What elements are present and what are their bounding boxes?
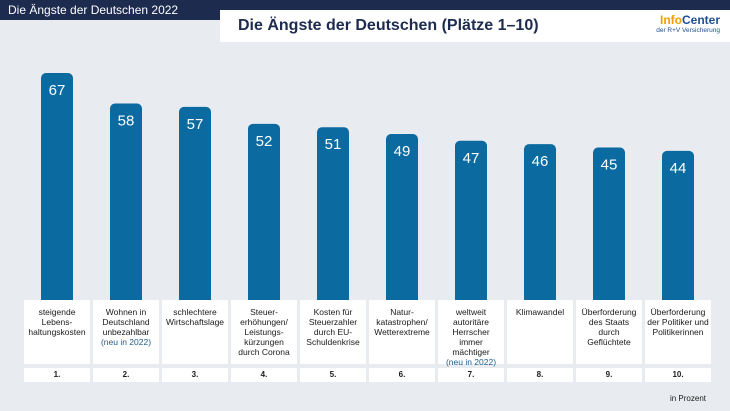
bar-chart: 67 58 57 52 51 49 47 46 45 44 bbox=[41, 73, 694, 300]
bar-2 bbox=[110, 103, 142, 300]
category-label-line: Deutschland bbox=[102, 317, 150, 327]
category-label-line: weltweit bbox=[455, 307, 487, 317]
bar-value-label: 58 bbox=[118, 112, 135, 129]
rank-label: 9. bbox=[576, 368, 642, 382]
category-label-line: Leistungs- bbox=[244, 327, 284, 337]
category-label-line: Wohnen in bbox=[105, 307, 147, 317]
category-label-line: Kosten für bbox=[313, 307, 353, 317]
category-label: Natur-katastrophen/Wetterextreme bbox=[369, 300, 435, 364]
bar-value-label: 52 bbox=[256, 133, 273, 150]
bar-value-label: 45 bbox=[601, 157, 618, 174]
rank-label: 5. bbox=[300, 368, 366, 382]
category-label-line: Politikerinnen bbox=[652, 327, 704, 337]
bar-value-label: 46 bbox=[532, 153, 549, 170]
logo-center-text: Center bbox=[681, 13, 720, 27]
bar-4 bbox=[248, 123, 280, 300]
bar-5 bbox=[317, 127, 349, 300]
bar-value-label: 51 bbox=[325, 136, 342, 153]
category-label-line: Herrscher bbox=[452, 327, 490, 337]
category-label-line: unbezahlbar bbox=[102, 327, 150, 337]
category-label-line: Überforderung bbox=[650, 307, 706, 317]
category-label-line: Geflüchtete bbox=[587, 337, 631, 347]
category-label: schlechtere Wirtschaftslage bbox=[162, 300, 228, 364]
category-label: Überforderung der Politiker und Politikeri… bbox=[645, 300, 711, 364]
bar-value-label: 44 bbox=[670, 160, 687, 177]
bar-1 bbox=[41, 73, 73, 300]
rank-label: 2. bbox=[93, 368, 159, 382]
category-label-line: haltungskosten bbox=[28, 327, 86, 337]
category-label: Steuer-erhöhungen/Leistungs-kürzungen dur… bbox=[231, 300, 297, 364]
rank-label: 4. bbox=[231, 368, 297, 382]
category-label-line: erhöhungen/ bbox=[240, 317, 288, 327]
category-label-line: Natur- bbox=[390, 307, 414, 317]
rank-label: 6. bbox=[369, 368, 435, 382]
category-label-line: Überforderung bbox=[581, 307, 637, 317]
category-label-line: des Staats bbox=[588, 317, 630, 327]
category-label-line: durch EU- bbox=[313, 327, 353, 337]
category-label-line: Wirtschaftslage bbox=[165, 317, 225, 327]
bar-7 bbox=[455, 140, 487, 300]
chart-title: Die Ängste der Deutschen (Plätze 1–10) bbox=[238, 17, 539, 34]
category-label-line: Steuerzahler bbox=[308, 317, 358, 327]
infocenter-logo: InfoCenter der R+V Versicherung bbox=[656, 13, 720, 35]
bar-3 bbox=[179, 106, 211, 300]
logo-subtitle: der R+V Versicherung bbox=[656, 27, 720, 34]
top-bar-label: Die Ängste der Deutschen 2022 bbox=[8, 3, 179, 17]
logo-info-text: Info bbox=[659, 13, 682, 27]
category-label-line: katastrophen/ bbox=[376, 317, 428, 327]
category-label: weltweit autoritäre Herrscher immer mächtige… bbox=[438, 300, 504, 367]
rank-label: 1. bbox=[24, 368, 90, 382]
bar-9 bbox=[593, 147, 625, 300]
bar-value-label: 47 bbox=[463, 150, 480, 167]
category-label: Klimawandel bbox=[507, 300, 573, 364]
category-label-line: autoritäre bbox=[453, 317, 489, 327]
bar-value-label: 57 bbox=[187, 116, 204, 133]
unit-label: in Prozent bbox=[669, 394, 706, 403]
category-label-line: schlechtere bbox=[173, 307, 217, 317]
category-label-line: Lebens- bbox=[41, 317, 73, 327]
bar-8 bbox=[524, 144, 556, 300]
rank-label: 7. bbox=[438, 368, 504, 382]
category-label-line: kürzungen bbox=[244, 337, 284, 347]
bar-value-label: 49 bbox=[394, 143, 411, 160]
rank-label: 8. bbox=[507, 368, 573, 382]
category-label-line: Wetterextreme bbox=[374, 327, 430, 337]
category-label-line: mächtiger bbox=[452, 347, 490, 357]
category-label: Kosten für Steuerzahler durch EU- Schuldenk… bbox=[300, 300, 366, 364]
category-label-line: Klimawandel bbox=[515, 307, 565, 317]
category-label: Wohnen in Deutschland unbezahlbar (neu in 2… bbox=[93, 300, 159, 364]
category-label-line: der Politiker und bbox=[647, 317, 709, 327]
category-label-line: durch Corona bbox=[238, 347, 290, 357]
new-in-2022-note: (neu in 2022) bbox=[445, 357, 497, 367]
category-label-line: immer bbox=[459, 337, 483, 347]
category-label: Überforderung des Staats durch Geflüchtete bbox=[576, 300, 642, 364]
title-box: Die Ängste der Deutschen (Plätze 1–10) I… bbox=[220, 10, 730, 42]
category-label: steigende Lebens-haltungskosten bbox=[24, 300, 90, 364]
rank-label: 3. bbox=[162, 368, 228, 382]
category-label-line: steigende bbox=[38, 307, 76, 317]
bar-6 bbox=[386, 133, 418, 300]
category-label-line: durch bbox=[598, 327, 620, 337]
bar-10 bbox=[662, 150, 694, 300]
rank-label: 10. bbox=[645, 368, 711, 382]
category-label-line: Steuer- bbox=[250, 307, 278, 317]
new-in-2022-note: (neu in 2022) bbox=[100, 337, 152, 347]
bar-value-label: 67 bbox=[49, 82, 66, 99]
category-label-line: Schuldenkrise bbox=[306, 337, 360, 347]
